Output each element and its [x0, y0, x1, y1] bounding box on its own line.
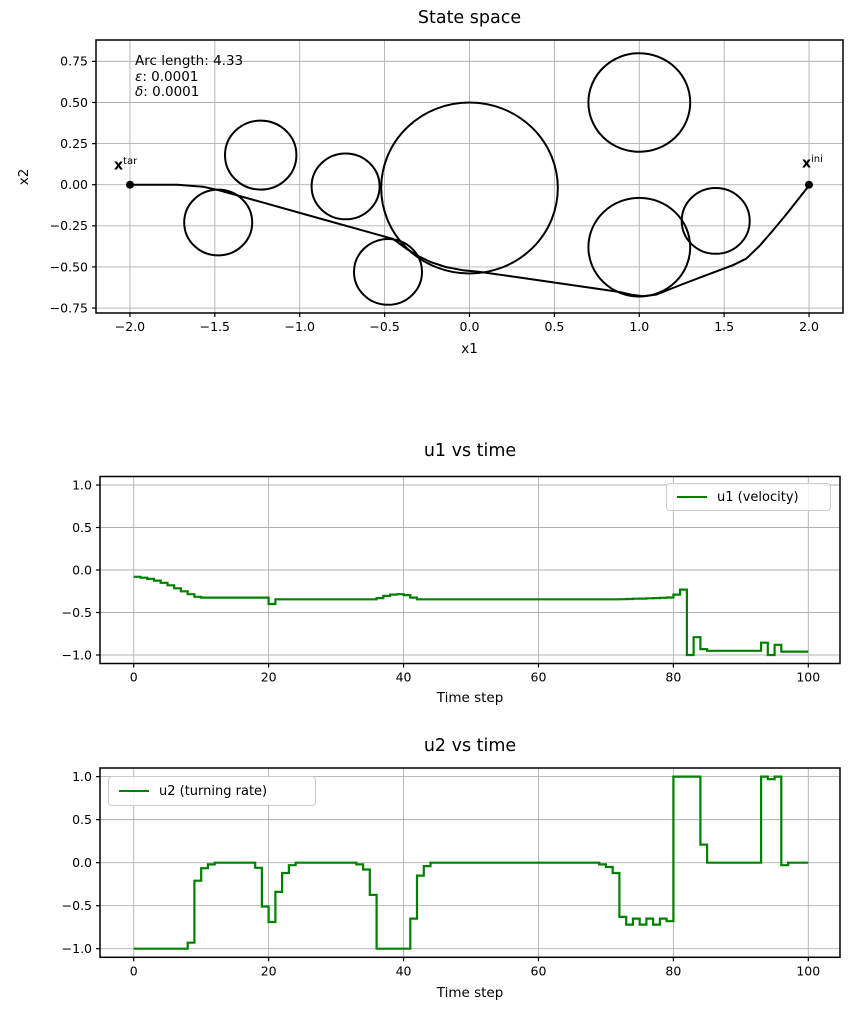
- svg-text:0.0: 0.0: [72, 855, 92, 870]
- svg-text:40: 40: [396, 670, 412, 685]
- svg-text:1.0: 1.0: [72, 769, 92, 784]
- state-space-chart: −2.0 −1.5 −1.0 −0.5 0.0 0.5 1.0 1.5 2.0 0.75 0.50 0…: [0, 0, 855, 380]
- tick-labels: 0 20 40 60 80 100 1.0 0.5 0.0 −0.5 −1.0: [62, 769, 821, 978]
- u1-legend-line-sample: [677, 496, 707, 498]
- svg-text:−0.5: −0.5: [62, 898, 92, 913]
- u2-time-step-label: Time step: [436, 985, 504, 1001]
- svg-text:60: 60: [531, 963, 547, 978]
- trajectory-line: [129, 183, 810, 298]
- svg-text:0.5: 0.5: [544, 319, 564, 334]
- svg-text:60: 60: [531, 670, 547, 685]
- u1-legend-label: u1 (velocity): [717, 489, 799, 505]
- gridlines: [96, 40, 843, 313]
- annotation-arc-length: Arc length: 4.33: [135, 53, 244, 69]
- u2-title: u2 vs time: [423, 736, 517, 756]
- u2-legend-label: u2 (turning rate): [159, 783, 268, 799]
- svg-text:40: 40: [396, 963, 412, 978]
- svg-text:0: 0: [130, 963, 138, 978]
- svg-text:100: 100: [796, 670, 820, 685]
- svg-text:2.0: 2.0: [799, 319, 819, 334]
- u1-plot: 0 20 40 60 80 100 1.0 0.5 0.0 −0.5 −1.0: [62, 475, 841, 685]
- svg-text:80: 80: [665, 963, 681, 978]
- endpoint-marker-ini: [805, 180, 813, 189]
- svg-text:0.0: 0.0: [460, 319, 480, 334]
- svg-text:−1.0: −1.0: [285, 319, 315, 334]
- u1-title: u1 vs time: [423, 441, 517, 461]
- series-step-line: [133, 575, 809, 657]
- u1-legend: u1 (velocity): [666, 483, 831, 511]
- svg-text:0.25: 0.25: [60, 136, 88, 151]
- svg-text:0.00: 0.00: [60, 177, 88, 192]
- svg-text:100: 100: [796, 963, 820, 978]
- endpoint-marker-tar: [126, 180, 134, 189]
- series-step-line: [133, 775, 809, 950]
- annotation-epsilon: ε: 0.0001: [135, 68, 199, 85]
- svg-text:80: 80: [665, 670, 681, 685]
- svg-text:1.5: 1.5: [714, 319, 734, 334]
- u2-legend-line-sample: [119, 790, 149, 792]
- x2-axis-label: x2: [16, 168, 32, 186]
- svg-text:20: 20: [261, 670, 277, 685]
- svg-text:−0.5: −0.5: [369, 319, 399, 334]
- u2-plot: 0 20 40 60 80 100 1.0 0.5 0.0 −0.5 −1.0: [62, 767, 841, 978]
- svg-text:−2.0: −2.0: [115, 319, 145, 334]
- u2-chart: 0 20 40 60 80 100 1.0 0.5 0.0 −0.5 −1.0 u2 vs time…: [0, 730, 855, 1024]
- u1-time-step-label: Time step: [436, 690, 504, 706]
- svg-text:−0.25: −0.25: [50, 218, 88, 233]
- arc-length-annotation: Arc length: 4.33 ε: 0.0001 δ: 0.0001: [135, 53, 244, 101]
- tick-labels: 0 20 40 60 80 100 1.0 0.5 0.0 −0.5 −1.0: [62, 477, 821, 684]
- svg-text:−1.0: −1.0: [62, 647, 92, 662]
- svg-text:−0.50: −0.50: [50, 259, 88, 274]
- svg-text:−1.0: −1.0: [62, 941, 92, 956]
- svg-text:−1.5: −1.5: [200, 319, 230, 334]
- svg-text:−0.75: −0.75: [50, 300, 88, 315]
- svg-text:0.5: 0.5: [72, 812, 92, 827]
- svg-text:1.0: 1.0: [629, 319, 649, 334]
- state-space-plot: −2.0 −1.5 −1.0 −0.5 0.0 0.5 1.0 1.5 2.0 0.75 0.50 0…: [50, 39, 844, 334]
- svg-text:1.0: 1.0: [72, 477, 92, 492]
- x1-axis-label: x1: [461, 341, 478, 357]
- tick-labels: −2.0 −1.5 −1.0 −0.5 0.0 0.5 1.0 1.5 2.0 0.75 0.50 0…: [50, 54, 819, 334]
- state-space-title: State space: [417, 8, 522, 28]
- annotation-delta: δ: 0.0001: [135, 84, 200, 100]
- marker-label-initial: xini: [802, 154, 823, 172]
- svg-text:0: 0: [130, 670, 138, 685]
- marker-label-target: xtar: [114, 156, 138, 174]
- u2-legend: u2 (turning rate): [108, 776, 316, 806]
- svg-text:0.75: 0.75: [60, 54, 88, 69]
- svg-text:0.5: 0.5: [72, 520, 92, 535]
- svg-text:0.50: 0.50: [60, 95, 88, 110]
- svg-text:20: 20: [261, 963, 277, 978]
- svg-text:−0.5: −0.5: [62, 605, 92, 620]
- u1-chart: 0 20 40 60 80 100 1.0 0.5 0.0 −0.5 −1.0 u1 vs time…: [0, 435, 855, 710]
- svg-text:0.0: 0.0: [72, 562, 92, 577]
